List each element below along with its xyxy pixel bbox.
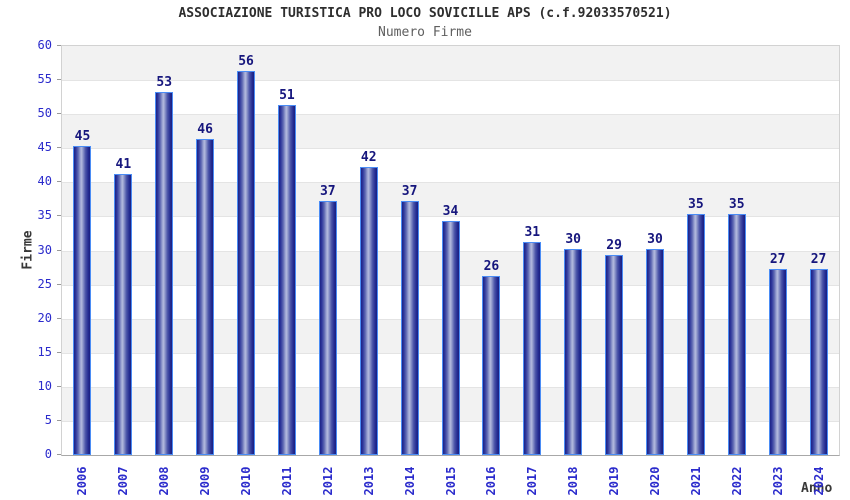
bar-value-label: 27 [810, 251, 827, 267]
bar-value-label: 46 [197, 122, 213, 138]
bar-2021 [686, 214, 705, 455]
bar-value-label: 34 [442, 204, 459, 220]
x-tick-label: 2021 [688, 466, 703, 496]
x-tick-label: 2018 [566, 466, 581, 496]
bar-value-label: 31 [524, 224, 541, 240]
x-tick-label: 2023 [770, 466, 785, 496]
bar-value-label: 37 [319, 183, 336, 199]
x-tick-label: 2022 [729, 466, 744, 496]
x-tick-label: 2014 [402, 466, 417, 496]
y-tick-mark [57, 317, 61, 319]
grid-band [62, 148, 839, 182]
grid-band [62, 114, 839, 149]
x-tick-label: 2015 [443, 466, 458, 496]
x-tick-label: 2012 [320, 466, 335, 496]
chart-title: ASSOCIAZIONE TURISTICA PRO LOCO SOVICILL… [178, 6, 672, 21]
bar-2020 [645, 248, 664, 455]
bar-value-label: 53 [156, 74, 173, 90]
bar-value-label: 42 [360, 149, 377, 165]
bar-value-label: 26 [483, 258, 500, 274]
bar-2014 [400, 200, 419, 455]
x-tick-label: 2017 [525, 466, 540, 496]
x-tick-label: 2010 [239, 466, 254, 496]
x-tick-label: 2013 [361, 466, 376, 496]
grid-band [62, 46, 839, 81]
bar-2007 [114, 173, 133, 455]
bar-2019 [605, 255, 624, 455]
bar-2023 [768, 268, 787, 455]
y-tick-label: 15 [37, 344, 52, 359]
grid-band [62, 216, 839, 250]
bar-value-label: 51 [279, 88, 295, 104]
y-tick-mark [57, 419, 61, 421]
bar-2011 [277, 105, 296, 455]
bar-2012 [318, 200, 337, 455]
bar-2016 [482, 275, 501, 455]
y-tick-label: 25 [37, 276, 52, 291]
grid-band [62, 182, 839, 217]
y-tick-mark [57, 385, 61, 387]
x-tick-label: 2016 [484, 466, 499, 496]
x-tick-label: 2009 [198, 466, 213, 496]
x-tick-label: 2019 [607, 466, 622, 496]
x-tick-label: 2020 [647, 466, 662, 496]
y-tick-mark [57, 215, 61, 217]
y-tick-mark [57, 113, 61, 115]
bar-value-label: 30 [565, 231, 581, 247]
bar-2008 [155, 91, 174, 455]
bar-2017 [523, 241, 542, 455]
y-tick-label: 55 [37, 72, 52, 87]
y-tick-label: 0 [44, 447, 52, 461]
y-tick-label: 5 [44, 412, 52, 427]
bar-value-label: 56 [238, 54, 254, 70]
y-tick-label: 60 [37, 38, 52, 52]
y-tick-mark [57, 45, 61, 46]
bar-2006 [73, 146, 92, 455]
y-tick-label: 40 [37, 174, 52, 189]
bar-2010 [237, 71, 256, 455]
bar-value-label: 27 [769, 251, 786, 267]
bar-value-label: 30 [647, 231, 663, 247]
x-tick-label: 2024 [811, 466, 826, 496]
bar-2013 [359, 166, 378, 455]
plot-area: 45 41 53 46 56 51 37 42 37 34 26 31 30 29 30 35 35 27 27 [61, 45, 840, 456]
y-tick-label: 50 [37, 106, 52, 121]
x-tick-label: 2006 [75, 466, 90, 496]
bar-value-label: 35 [688, 197, 704, 213]
x-tick-label: 2008 [157, 466, 172, 496]
bar-value-label: 41 [115, 156, 132, 172]
bar-2009 [196, 139, 215, 455]
y-tick-mark [57, 454, 61, 455]
chart-subtitle: Numero Firme [378, 25, 472, 40]
y-tick-mark [57, 181, 61, 183]
bar-2015 [441, 221, 460, 455]
bar-2018 [564, 248, 583, 455]
bar-value-label: 45 [74, 129, 91, 145]
y-tick-mark [57, 249, 61, 251]
bar-2022 [727, 214, 746, 455]
y-tick-label: 20 [37, 310, 52, 325]
y-tick-label: 30 [37, 242, 52, 257]
y-tick-label: 10 [37, 378, 52, 393]
y-tick-mark [57, 283, 61, 285]
x-axis-title: Anno [801, 481, 833, 496]
y-tick-mark [57, 351, 61, 353]
x-tick-label: 2011 [279, 466, 294, 496]
bar-value-label: 37 [401, 183, 418, 199]
bar-value-label: 35 [728, 197, 745, 213]
y-tick-mark [57, 79, 61, 81]
bar-value-label: 29 [606, 238, 622, 254]
y-tick-label: 35 [37, 208, 52, 223]
y-tick-mark [57, 147, 61, 149]
grid-band [62, 80, 839, 114]
y-tick-label: 45 [37, 140, 52, 155]
x-tick-label: 2007 [116, 466, 131, 496]
bar-2024 [809, 268, 828, 455]
